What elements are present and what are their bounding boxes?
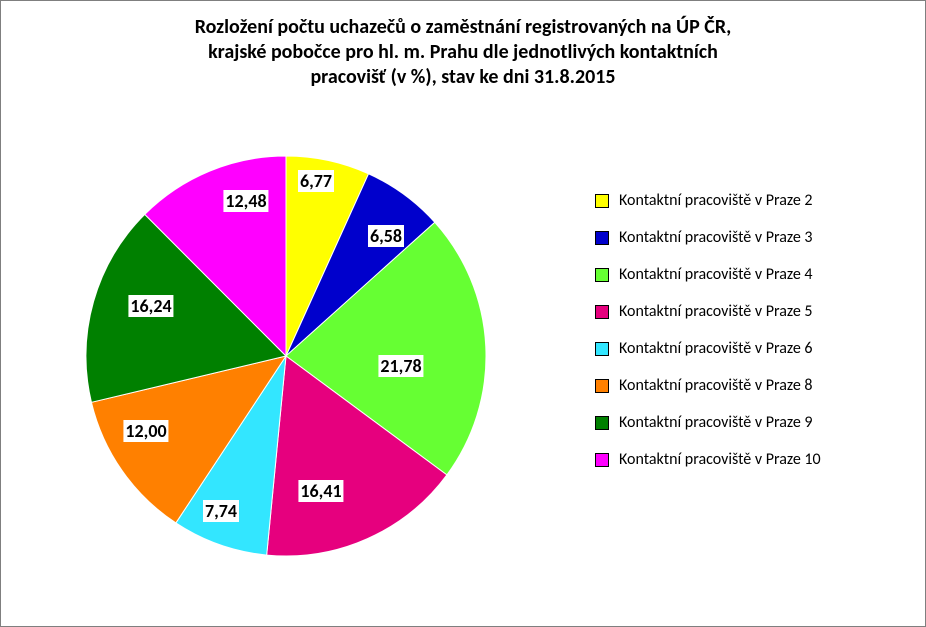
chart-title-line3: pracovišť (v %), stav ke dni 31.8.2015 (1, 65, 925, 90)
slice-value-label: 6,58 (368, 225, 404, 247)
legend-label: Kontaktní pracoviště v Praze 2 (619, 191, 813, 210)
legend-entry: Kontaktní pracoviště v Praze 8 (595, 376, 885, 395)
legend-entry: Kontaktní pracoviště v Praze 6 (595, 339, 885, 358)
slice-value-label: 12,00 (123, 420, 168, 442)
slice-value-label: 21,78 (378, 355, 423, 377)
chart-frame: Rozložení počtu uchazečů o zaměstnání re… (0, 0, 926, 627)
legend-swatch (595, 231, 609, 245)
legend-swatch (595, 453, 609, 467)
chart-title-line2: krajské pobočce pro hl. m. Prahu dle jed… (1, 40, 925, 65)
legend-entry: Kontaktní pracoviště v Praze 4 (595, 265, 885, 284)
legend-swatch (595, 305, 609, 319)
pie-svg (71, 141, 501, 571)
legend-swatch (595, 379, 609, 393)
slice-value-label: 6,77 (298, 170, 334, 192)
legend-swatch (595, 194, 609, 208)
slice-value-label: 12,48 (223, 190, 268, 212)
chart-title-line1: Rozložení počtu uchazečů o zaměstnání re… (1, 15, 925, 40)
slice-value-label: 16,41 (298, 480, 343, 502)
legend-entry: Kontaktní pracoviště v Praze 2 (595, 191, 885, 210)
legend-entry: Kontaktní pracoviště v Praze 10 (595, 450, 885, 469)
legend-label: Kontaktní pracoviště v Praze 10 (619, 450, 821, 469)
slice-value-label: 16,24 (128, 295, 173, 317)
legend-label: Kontaktní pracoviště v Praze 9 (619, 413, 813, 432)
legend-swatch (595, 416, 609, 430)
legend-swatch (595, 268, 609, 282)
legend-label: Kontaktní pracoviště v Praze 5 (619, 302, 813, 321)
pie-chart: 6,77 6,58 21,78 16,41 7,74 12,00 16,24 12,48 (71, 141, 501, 571)
slice-value-label: 7,74 (203, 500, 239, 522)
legend-label: Kontaktní pracoviště v Praze 8 (619, 376, 813, 395)
chart-title: Rozložení počtu uchazečů o zaměstnání re… (1, 15, 925, 90)
legend-label: Kontaktní pracoviště v Praze 4 (619, 265, 813, 284)
legend-swatch (595, 342, 609, 356)
legend-label: Kontaktní pracoviště v Praze 6 (619, 339, 813, 358)
legend-label: Kontaktní pracoviště v Praze 3 (619, 228, 813, 247)
legend-entry: Kontaktní pracoviště v Praze 5 (595, 302, 885, 321)
legend-entry: Kontaktní pracoviště v Praze 9 (595, 413, 885, 432)
legend: Kontaktní pracoviště v Praze 2 Kontaktní … (595, 191, 885, 487)
legend-entry: Kontaktní pracoviště v Praze 3 (595, 228, 885, 247)
